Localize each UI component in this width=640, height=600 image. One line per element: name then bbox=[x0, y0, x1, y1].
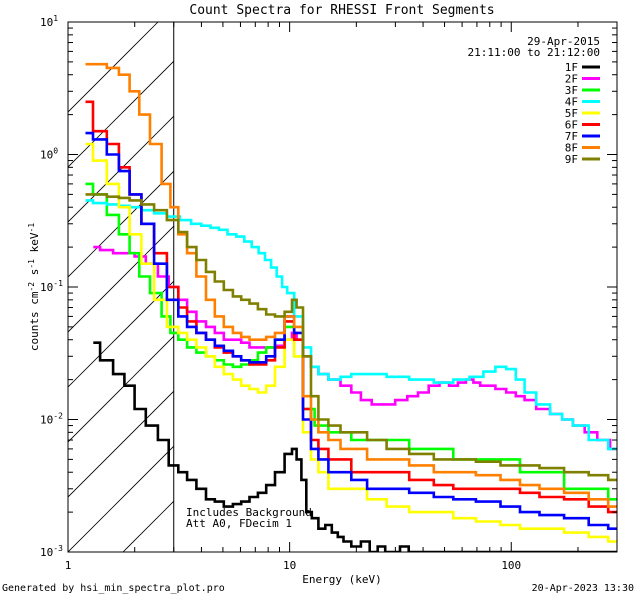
footer-timestamp: 20-Apr-2023 13:30 bbox=[531, 583, 634, 594]
x-tick-label: 1 bbox=[65, 559, 72, 572]
series-line-9F bbox=[85, 193, 617, 482]
y-tick-label: 10-2 bbox=[40, 412, 63, 427]
chart-title: Count Spectra for RHESSI Front Segments bbox=[189, 3, 494, 18]
legend-label-7F: 7F bbox=[565, 130, 578, 143]
series-group bbox=[85, 62, 617, 552]
y-tick-label: 10-3 bbox=[40, 544, 63, 559]
legend-label-3F: 3F bbox=[565, 84, 578, 97]
series-line-3F bbox=[85, 182, 617, 501]
hatch-line bbox=[68, 390, 174, 498]
y-tick-label: 101 bbox=[40, 14, 58, 29]
legend-label-6F: 6F bbox=[565, 119, 578, 132]
x-axis-label: Energy (keV) bbox=[302, 573, 381, 586]
footer-generated-by: Generated by hsi_min_spectra_plot.pro bbox=[2, 583, 225, 594]
y-tick-label: 100 bbox=[40, 147, 58, 162]
time-range-label: 21:11:00 to 21:12:00 bbox=[468, 46, 600, 59]
legend-label-4F: 4F bbox=[565, 96, 578, 109]
date-label: 29-Apr-2015 bbox=[527, 35, 600, 48]
y-tick-label: 10-1 bbox=[40, 279, 63, 294]
x-tick-label: 10 bbox=[283, 559, 296, 572]
y-axis-label: counts cm-2 s-1 keV-1 bbox=[27, 223, 42, 351]
series-line-5F bbox=[85, 142, 617, 543]
hatch-line bbox=[68, 22, 159, 113]
legend-label-1F: 1F bbox=[565, 61, 578, 74]
hatch-line bbox=[68, 60, 174, 168]
hatch-line bbox=[68, 445, 174, 552]
x-tick-label: 100 bbox=[501, 559, 521, 572]
legend-label-5F: 5F bbox=[565, 107, 578, 120]
hatch-line bbox=[618, 22, 640, 552]
series-line-1F bbox=[93, 341, 617, 552]
legend-label-9F: 9F bbox=[565, 153, 578, 166]
hatch-line bbox=[68, 225, 174, 333]
series-line-6F bbox=[85, 100, 617, 514]
annotation-attenuator: Att A0, FDecim 1 bbox=[186, 517, 292, 530]
series-line-2F bbox=[93, 245, 617, 451]
legend-label-2F: 2F bbox=[565, 73, 578, 86]
annotation-background: Includes Background bbox=[186, 506, 312, 519]
series-line-7F bbox=[85, 131, 617, 530]
legend-label-8F: 8F bbox=[565, 142, 578, 155]
series-line-8F bbox=[85, 62, 617, 508]
series-line-4F bbox=[85, 199, 617, 451]
